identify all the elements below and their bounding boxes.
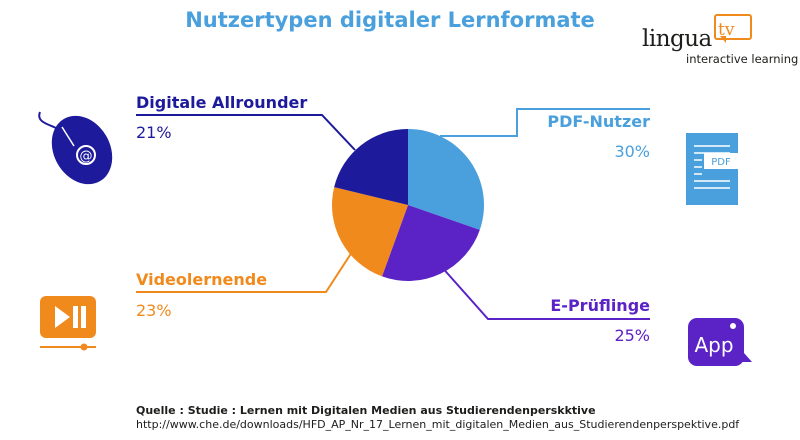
logo-accent-text: tv [718, 20, 735, 40]
logo-speech-bubble [714, 14, 752, 40]
label-allrounder-name: Digitale Allrounder [136, 93, 308, 112]
leader-line-eprueflinge [439, 264, 650, 320]
label-allrounder-value: 21% [136, 123, 172, 142]
video-play-pause-icon [40, 296, 96, 351]
svg-text:@: @ [80, 149, 93, 164]
logo-main-text: lingua [642, 26, 712, 52]
leader-line-pdf [440, 108, 650, 137]
pdf-icon-label: PDF [711, 157, 731, 168]
label-pdf-value: 30% [614, 142, 650, 161]
pie-slice-eprueflinge [382, 205, 480, 281]
leader-line-videolernende [136, 251, 353, 293]
logo-subtitle: interactive learning [686, 52, 799, 66]
source-label: Quelle : Studie : Lernen mit Digitalen M… [136, 404, 596, 417]
mouse-at-icon: @ [38, 111, 113, 185]
pdf-document-icon: PDF [686, 133, 738, 205]
label-video-value: 23% [136, 301, 172, 320]
leader-line-allrounder [136, 114, 356, 151]
logo-speech-bubble-tail [720, 36, 726, 43]
leader-lines [136, 108, 650, 320]
label-pdf-name: PDF-Nutzer [547, 112, 650, 131]
linguatv-logo: lingua tv interactive learning [628, 12, 798, 72]
pie-chart [332, 129, 484, 281]
pie-slice-pdf [408, 129, 484, 230]
label-eprueflinge-name: E-Prüflinge [550, 296, 650, 315]
source-url[interactable]: http://www.che.de/downloads/HFD_AP_Nr_17… [136, 418, 740, 431]
label-eprueflinge-value: 25% [614, 326, 650, 345]
pie-slice-allrounder [334, 129, 408, 205]
source-note: Quelle : Studie : Lernen mit Digitalen M… [136, 404, 739, 432]
app-icon-label: App [694, 333, 733, 357]
chart-title: Nutzertypen digitaler Lernformate [185, 8, 595, 32]
label-video-name: Videolernende [136, 270, 268, 289]
app-icon: App [688, 318, 752, 366]
